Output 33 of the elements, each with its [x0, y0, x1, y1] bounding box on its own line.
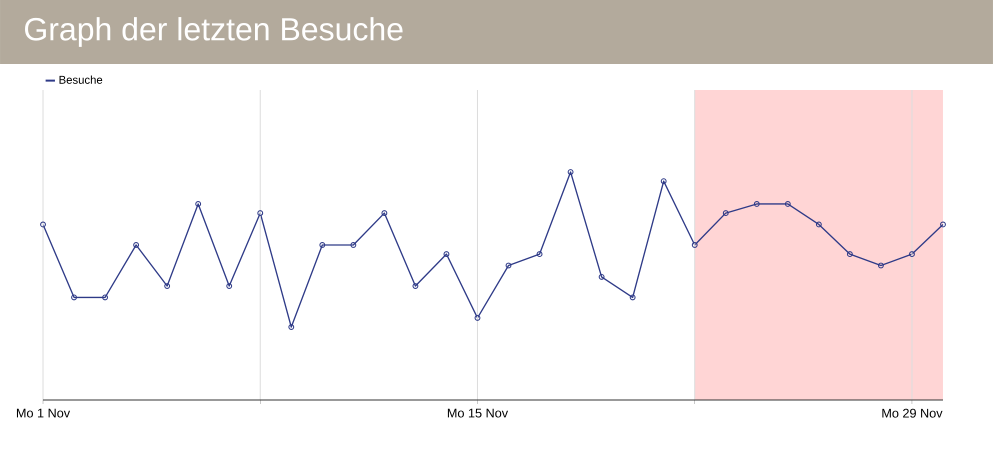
point [195, 201, 202, 207]
x-tick-label: Mo 1 Nov [16, 408, 70, 418]
point [164, 283, 170, 289]
point [878, 262, 884, 268]
point [722, 210, 729, 216]
point [909, 251, 915, 258]
chart-title: Graph der letzten Besuche [25, 17, 403, 47]
point [288, 324, 294, 330]
point [598, 274, 605, 280]
point [350, 242, 356, 248]
point [474, 314, 480, 321]
point [226, 283, 232, 289]
point [412, 283, 418, 289]
point [71, 294, 77, 300]
point [257, 210, 264, 216]
point [692, 242, 698, 248]
point [568, 169, 574, 175]
point [102, 294, 108, 300]
legend-label: Besuche [60, 76, 102, 84]
point [754, 201, 760, 207]
x-tick-label: Mo 15 Nov [448, 408, 508, 418]
point [816, 222, 822, 228]
point [846, 251, 853, 258]
point [784, 201, 791, 207]
point [381, 210, 388, 216]
point [444, 251, 450, 258]
point [660, 178, 667, 184]
point [319, 242, 326, 248]
point [506, 262, 512, 268]
x-tick-label: Mo 29 Nov [882, 408, 943, 418]
point [536, 251, 542, 258]
point [630, 294, 636, 300]
point [133, 242, 140, 248]
